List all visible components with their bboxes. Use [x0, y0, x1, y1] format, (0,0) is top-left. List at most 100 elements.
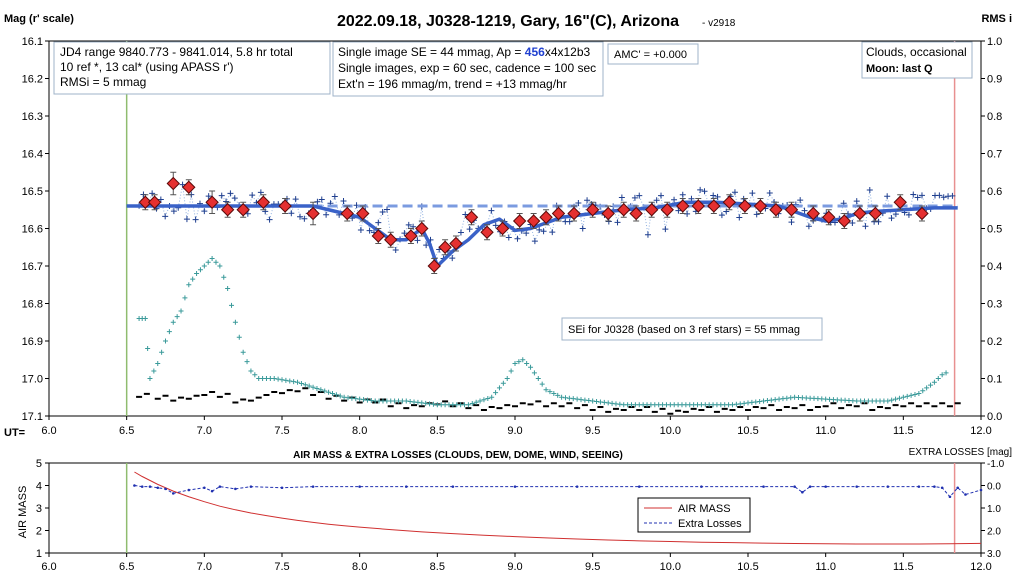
single-image-plus	[679, 191, 686, 198]
info-box-1-line-3: RMSi = 5 mmag	[60, 75, 146, 89]
rms-plus-mark	[493, 390, 499, 396]
y-left-tick-label: 16.4	[22, 149, 43, 161]
rms-plus-mark	[489, 394, 495, 400]
rms-plus-mark	[279, 377, 285, 383]
airmass-y-tick-label: 2	[36, 526, 42, 538]
single-image-plus	[749, 190, 756, 197]
rms-plus-mark	[465, 402, 471, 408]
single-image-plus	[701, 188, 708, 195]
single-image-plus	[170, 208, 177, 215]
y-right-tick-label: 0.4	[987, 261, 1002, 273]
rms-plus-mark	[252, 372, 258, 378]
single-image-plus	[753, 211, 760, 218]
extra-losses-point	[171, 492, 175, 495]
rms-plus-mark	[295, 379, 301, 385]
x-tick-label: 8.0	[352, 425, 367, 437]
single-image-plus	[888, 215, 895, 222]
airmass-axis-label: AIR MASS	[17, 486, 29, 539]
extra-losses-point	[808, 485, 812, 488]
single-image-plus	[301, 215, 308, 222]
single-image-plus	[366, 227, 373, 234]
single-image-plus	[905, 211, 912, 218]
y-left-tick-label: 16.5	[22, 186, 43, 198]
rms-plus-mark	[236, 334, 242, 340]
single-image-plus	[671, 196, 678, 203]
single-image-plus	[414, 237, 421, 244]
ap-value: 456	[525, 45, 545, 59]
extra-losses-point	[234, 487, 237, 491]
binned-diamond	[306, 206, 320, 221]
rms-plus-mark	[508, 368, 514, 374]
rms-plus-mark	[209, 256, 215, 261]
x-tick-label: 12.0	[970, 425, 991, 437]
x-tick-label: 9.5	[585, 425, 600, 437]
binned-diamond	[868, 206, 883, 221]
info-box-1-line-1: JD4 range 9840.773 - 9841.014, 5.8 hr to…	[60, 45, 293, 59]
airmass-x-tick-label: 7.0	[197, 561, 212, 573]
y-left-tick-label: 16.9	[22, 336, 43, 348]
extra-losses-point	[801, 490, 804, 494]
weather-box: Clouds, occasional Moon: last Q	[861, 41, 973, 79]
rms-plus-mark	[500, 380, 506, 386]
extra-losses-point	[210, 489, 214, 493]
binned-diamond	[806, 206, 820, 221]
extra-losses-point	[249, 485, 253, 488]
single-image-plus	[614, 219, 621, 226]
single-image-plus	[449, 255, 456, 262]
airmass-x-tick-label: 10.5	[737, 561, 758, 573]
binned-diamond	[512, 214, 527, 228]
extra-losses-point	[824, 485, 827, 488]
rms-plus-mark	[547, 389, 553, 395]
single-image-plus	[731, 189, 738, 196]
airmass-plot-area	[48, 462, 982, 554]
y-right-tick-label: 0.7	[987, 149, 1002, 161]
rms-plus-mark	[326, 389, 332, 395]
y-left-tick-label: 17.1	[22, 411, 43, 423]
rms-plus-mark	[535, 376, 541, 381]
extra-losses-point	[793, 485, 796, 488]
rms-plus-mark	[477, 398, 483, 404]
single-image-plus	[318, 196, 325, 203]
info-box-1: JD4 range 9840.773 - 9841.014, 5.8 hr to…	[53, 41, 331, 95]
single-image-plus	[644, 231, 651, 238]
binned-diamond	[676, 199, 690, 213]
airmass-line	[134, 471, 982, 545]
sei-label: SEi for J0328 (based on 3 ref stars) = 5…	[568, 324, 800, 336]
extra-losses-point	[700, 485, 703, 488]
rms-plus-mark	[213, 259, 219, 265]
airmass-x-tick-label: 6.0	[41, 561, 56, 573]
info-box-1-line-2: 10 ref *, 13 cal* (using APASS r')	[60, 60, 233, 74]
rms-plus-mark	[155, 361, 161, 366]
y-left-tick-label: 16.6	[22, 224, 43, 236]
x-tick-label: 10.0	[660, 425, 681, 437]
rms-plus-mark	[322, 388, 328, 394]
extra-losses-tick-label: 0.0	[987, 482, 1001, 493]
x-axis-label: UT=	[4, 427, 25, 439]
rms-plus-mark	[229, 302, 235, 308]
rms-plus-mark	[496, 385, 502, 391]
airmass-x-tick-label: 8.5	[430, 561, 445, 573]
single-image-plus	[179, 181, 186, 188]
single-image-plus	[718, 212, 725, 219]
extra-losses-point	[886, 485, 890, 488]
rms-plus-mark	[485, 396, 491, 401]
extra-losses-point	[762, 485, 765, 488]
y-right-tick-label: 0.1	[987, 374, 1002, 386]
extra-losses-line	[134, 485, 982, 498]
weather-line: Clouds, occasional	[866, 45, 967, 59]
rms-plus-mark	[159, 349, 165, 355]
y-left-tick-label: 16.2	[22, 74, 43, 86]
airmass-x-tick-label: 9.0	[507, 561, 522, 573]
x-tick-label: 7.5	[274, 425, 289, 437]
rms-plus-mark	[221, 274, 227, 280]
rms-plus-mark	[275, 376, 281, 382]
main-chart-version: - v2918	[702, 18, 736, 29]
rms-plus-mark	[205, 259, 211, 265]
extra-losses-point	[404, 485, 408, 488]
extra-losses-point	[575, 485, 579, 488]
binned-diamond	[480, 225, 494, 239]
main-chart-title: 2022.09.18, J0328-1219, Gary, 16"(C), Ar…	[337, 13, 679, 30]
rms-plus-mark	[943, 370, 949, 376]
binned-diamond	[539, 210, 553, 224]
binned-diamond	[617, 203, 631, 217]
